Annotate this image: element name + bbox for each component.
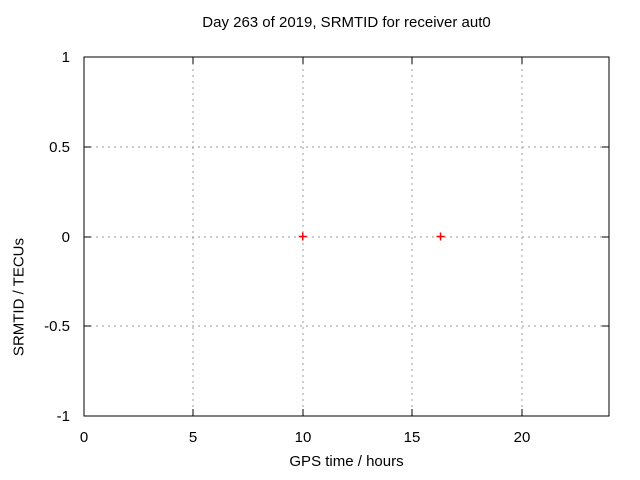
y-tick-label: 0.5	[49, 139, 70, 156]
x-tick-label: 20	[514, 429, 531, 446]
y-tick-label: 1	[62, 49, 70, 66]
x-tick-label: 5	[189, 429, 197, 446]
chart-title: Day 263 of 2019, SRMTID for receiver aut…	[202, 14, 491, 31]
x-tick-label: 0	[80, 429, 88, 446]
data-point-marker	[436, 232, 445, 241]
data-point-marker	[298, 232, 307, 241]
x-tick-label: 10	[295, 429, 312, 446]
x-axis-label: GPS time / hours	[289, 453, 404, 470]
y-tick-label: 0	[62, 229, 70, 246]
y-tick-label: -0.5	[44, 318, 70, 335]
x-tick-label: 15	[404, 429, 421, 446]
plot-border	[83, 56, 610, 417]
y-tick-label: -1	[57, 408, 70, 425]
